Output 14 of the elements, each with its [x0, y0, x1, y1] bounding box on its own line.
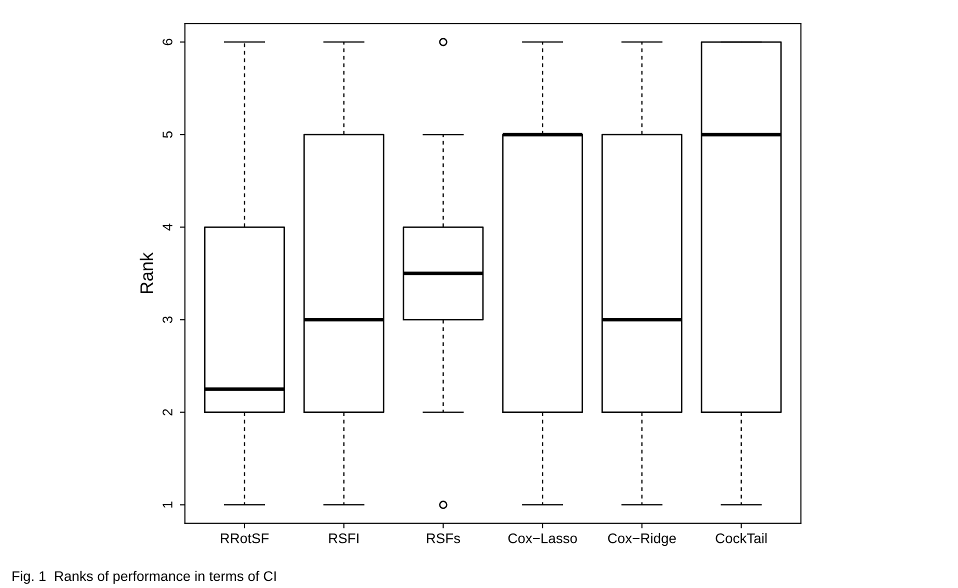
x-tick-label: Cox−Lasso: [508, 533, 577, 544]
caption: Fig. 1 Ranks of performance in terms of CI: [12, 570, 276, 584]
x-tick-label: RSFs: [426, 533, 460, 544]
y-tick-label: 1: [162, 502, 172, 508]
y-tick-label: 5: [162, 131, 172, 138]
y-axis-title: Rank: [140, 252, 154, 294]
x-tick-label: Cox−Ridge: [608, 533, 676, 546]
x-tick-label: RSFI: [329, 533, 358, 544]
y-tick-label: 2: [162, 409, 172, 416]
y-tick-label: 4: [162, 224, 172, 231]
y-tick-label: 3: [162, 316, 172, 324]
x-tick-label: CockTail: [716, 533, 767, 544]
y-tick-label: 6: [162, 38, 172, 46]
x-tick-label: RRotSF: [220, 533, 269, 544]
